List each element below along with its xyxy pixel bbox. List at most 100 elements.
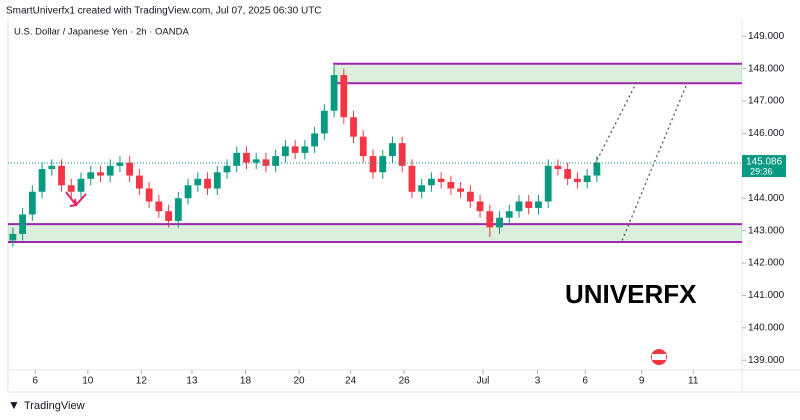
candle-body (252, 159, 260, 163)
candle-body (243, 152, 250, 163)
candle-body (544, 165, 552, 202)
candle-body (583, 175, 591, 183)
candle-body (233, 152, 241, 166)
candle-body (106, 165, 114, 176)
y-tick-label: 139.000 (748, 355, 785, 366)
candle-body (535, 201, 542, 208)
candle-body (87, 172, 95, 179)
candle-body (350, 117, 357, 137)
x-tick-label: 6 (32, 376, 38, 387)
y-tick-label: 146.000 (748, 128, 785, 139)
candle-body (58, 165, 65, 186)
candle-body (398, 143, 406, 166)
candle-body (174, 198, 182, 221)
x-tick-label: 3 (535, 376, 541, 387)
x-tick-label: 6 (582, 376, 588, 387)
candle-body (184, 185, 192, 199)
last-price-box (742, 155, 786, 178)
x-tick-label: 18 (240, 376, 252, 387)
candle-body (204, 178, 211, 189)
candle-body (77, 178, 85, 192)
candle-body (48, 165, 56, 170)
x-tick-label: 9 (639, 376, 645, 387)
x-tick-label: Jul (477, 376, 490, 387)
candle-body (311, 133, 319, 147)
candle-body (116, 162, 124, 166)
y-tick-label: 148.000 (748, 63, 785, 74)
watermark: UNIVERFX (565, 279, 697, 309)
flag-icon (652, 354, 666, 360)
header: SmartUniverfx1 created with TradingView.… (6, 6, 322, 17)
candle-body (573, 178, 581, 183)
y-tick-label: 144.000 (748, 193, 785, 204)
x-tick-label: 24 (345, 376, 357, 387)
candle-body (515, 201, 523, 212)
x-tick-label: 26 (399, 376, 411, 387)
x-tick-label: 10 (82, 376, 94, 387)
candle-body (194, 178, 202, 186)
x-tick-label: 11 (688, 376, 699, 387)
zone (333, 63, 742, 84)
y-tick-label: 147.000 (748, 96, 785, 107)
projection-line (594, 79, 639, 165)
candle-body (466, 191, 474, 202)
candle-body (126, 162, 134, 176)
candle-body (223, 165, 231, 173)
candle-body (135, 175, 143, 189)
y-tick-label: 143.000 (748, 225, 785, 236)
candle-body (564, 169, 572, 179)
candle-body (379, 156, 387, 173)
chart-title: U.S. Dollar / Japanese Yen · 2h · OANDA (14, 27, 189, 38)
projection-line (621, 84, 688, 241)
candle-body (97, 172, 104, 176)
countdown: 29:36 (750, 166, 773, 176)
candle-body (418, 185, 426, 192)
candle-body (505, 211, 513, 218)
candle-body (67, 185, 75, 192)
candle-body (525, 201, 533, 208)
candle-body (330, 75, 338, 111)
x-tick-label: 12 (136, 376, 148, 387)
zone (8, 224, 742, 242)
candle-body (301, 146, 309, 153)
y-tick-label: 140.000 (748, 323, 785, 334)
logo-icon: ▼ (8, 398, 20, 412)
candle-body (554, 165, 562, 170)
candle-body (320, 110, 328, 134)
candle-body (272, 156, 280, 166)
candle-body (19, 214, 27, 234)
candle-body (262, 159, 270, 166)
candle-body (369, 156, 377, 173)
candle-body (38, 169, 46, 192)
candle-body (213, 172, 221, 189)
candle-body (145, 188, 153, 202)
candle-body (28, 191, 36, 215)
candle-body (165, 211, 173, 221)
arrow-icon (65, 191, 87, 207)
footer: TradingView (24, 400, 85, 412)
y-tick-label: 142.000 (748, 258, 785, 269)
candle-body (476, 201, 484, 212)
candle-body (340, 75, 348, 118)
candle-body (389, 143, 396, 157)
y-tick-label: 141.000 (748, 290, 785, 301)
candle-body (9, 233, 17, 241)
candle-body (359, 136, 367, 157)
x-tick-label: 20 (293, 376, 305, 387)
candle-body (447, 182, 455, 189)
candle-body (496, 217, 503, 228)
candle-body (593, 162, 601, 176)
candle-body (437, 178, 445, 183)
last-price-label: 145.086 (746, 157, 783, 168)
x-tick-label: 13 (186, 376, 198, 387)
candle-body (457, 188, 465, 192)
candle-body (427, 178, 435, 186)
candle-body (408, 165, 416, 192)
y-tick-label: 149.000 (748, 31, 785, 42)
candle-body (291, 146, 299, 153)
candle-body (281, 146, 289, 157)
candle-body (486, 211, 494, 228)
candle-body (155, 201, 163, 212)
